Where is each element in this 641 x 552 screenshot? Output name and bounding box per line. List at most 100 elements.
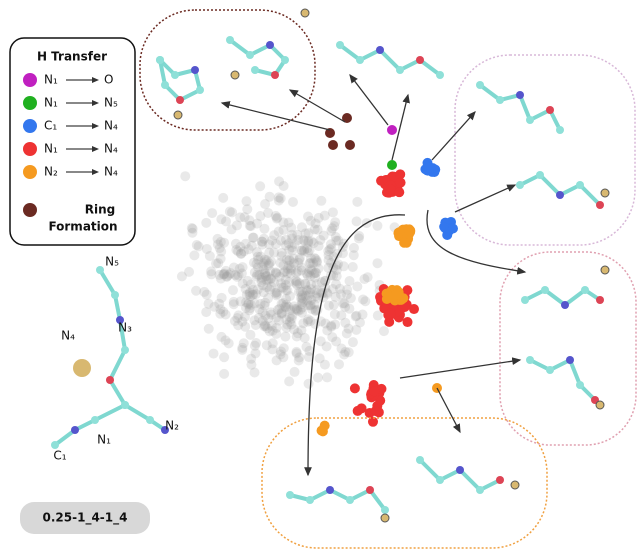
cloud-point — [191, 285, 202, 296]
cloud-point — [309, 299, 320, 310]
cloud-point — [246, 353, 257, 364]
cloud-point — [295, 304, 306, 315]
ion — [300, 8, 310, 18]
cloud-point — [248, 257, 259, 268]
cloud-point — [261, 255, 272, 266]
cloud-point — [271, 322, 282, 333]
cloud-point — [284, 376, 295, 387]
atom — [106, 376, 114, 384]
cloud-point — [287, 310, 298, 321]
cloud-point — [297, 296, 308, 307]
cloud-point — [331, 271, 342, 282]
cloud-point — [270, 287, 281, 298]
cloud-point — [290, 275, 301, 286]
cloud-point — [290, 278, 301, 289]
bond — [123, 403, 152, 422]
atom — [556, 191, 564, 199]
cloud-point — [230, 238, 241, 249]
cloud-point — [261, 275, 272, 286]
cloud-point — [310, 267, 321, 278]
legend-ring: Ring — [85, 203, 116, 217]
cloud-point — [201, 307, 212, 318]
cluster-point — [395, 169, 406, 180]
ion — [73, 359, 91, 377]
cloud-point — [348, 242, 359, 253]
cloud-point — [311, 279, 322, 290]
cloud-point — [260, 321, 271, 332]
cluster-point — [404, 225, 415, 236]
cloud-point — [310, 291, 321, 302]
cloud-point — [236, 268, 247, 279]
cloud-point — [219, 237, 230, 248]
ion — [600, 188, 610, 198]
cloud-point — [351, 324, 362, 335]
cloud-point — [297, 302, 308, 313]
atom — [146, 416, 154, 424]
cloud-point — [312, 288, 323, 299]
cloud-point — [278, 267, 289, 278]
atom — [566, 356, 574, 364]
cloud-point — [330, 319, 341, 330]
cluster-point — [447, 223, 458, 234]
cloud-point — [281, 314, 292, 325]
atom — [121, 401, 129, 409]
cloud-point — [322, 372, 333, 383]
atom — [171, 71, 179, 79]
legend-to: N₄ — [104, 165, 118, 179]
cloud-point — [280, 274, 291, 285]
cloud-point — [282, 319, 293, 330]
cloud-point — [257, 239, 268, 250]
cloud-point — [271, 312, 282, 323]
cloud-point — [271, 213, 282, 224]
cloud-point — [256, 277, 267, 288]
cloud-point — [300, 228, 311, 239]
atom — [556, 126, 564, 134]
cloud-point — [261, 340, 272, 351]
cloud-point — [306, 294, 317, 305]
cloud-point — [291, 348, 302, 359]
cloud-point — [281, 285, 292, 296]
cloud-point — [257, 306, 268, 317]
atom — [436, 476, 444, 484]
cloud-point — [233, 270, 244, 281]
atom — [521, 296, 529, 304]
cloud-point — [216, 246, 227, 257]
cloud-point — [308, 258, 319, 269]
cloud-point — [187, 223, 198, 234]
cloud-point — [292, 279, 303, 290]
atom — [71, 426, 79, 434]
cloud-point — [353, 233, 364, 244]
cloud-point — [280, 301, 291, 312]
cloud-point — [184, 266, 195, 277]
atom — [476, 81, 484, 89]
cloud-point — [301, 268, 312, 279]
cloud-point — [250, 348, 261, 359]
cloud-point — [271, 287, 282, 298]
cloud-point — [305, 215, 316, 226]
cloud-point — [243, 244, 254, 255]
cloud-point — [189, 250, 200, 261]
cloud-point — [237, 278, 248, 289]
cloud-point — [286, 319, 297, 330]
cloud-point — [271, 355, 282, 366]
cluster-point — [385, 308, 396, 319]
cloud-point — [201, 217, 212, 228]
cluster-point — [349, 383, 360, 394]
cloud-point — [323, 255, 334, 266]
cloud-point — [270, 267, 281, 278]
cloud-point — [292, 328, 303, 339]
cloud-point — [281, 254, 292, 265]
cloud-point — [219, 368, 230, 379]
cloud-point — [266, 320, 277, 331]
cloud-point — [253, 312, 264, 323]
cloud-point — [309, 253, 320, 264]
atom — [536, 171, 544, 179]
bond — [94, 403, 126, 422]
cloud-point — [278, 225, 289, 236]
cloud-point — [319, 359, 330, 370]
cloud-point — [303, 352, 314, 363]
cluster-point — [402, 317, 413, 328]
cloud-point — [330, 291, 341, 302]
atom — [376, 46, 384, 54]
cloud-point — [272, 212, 283, 223]
